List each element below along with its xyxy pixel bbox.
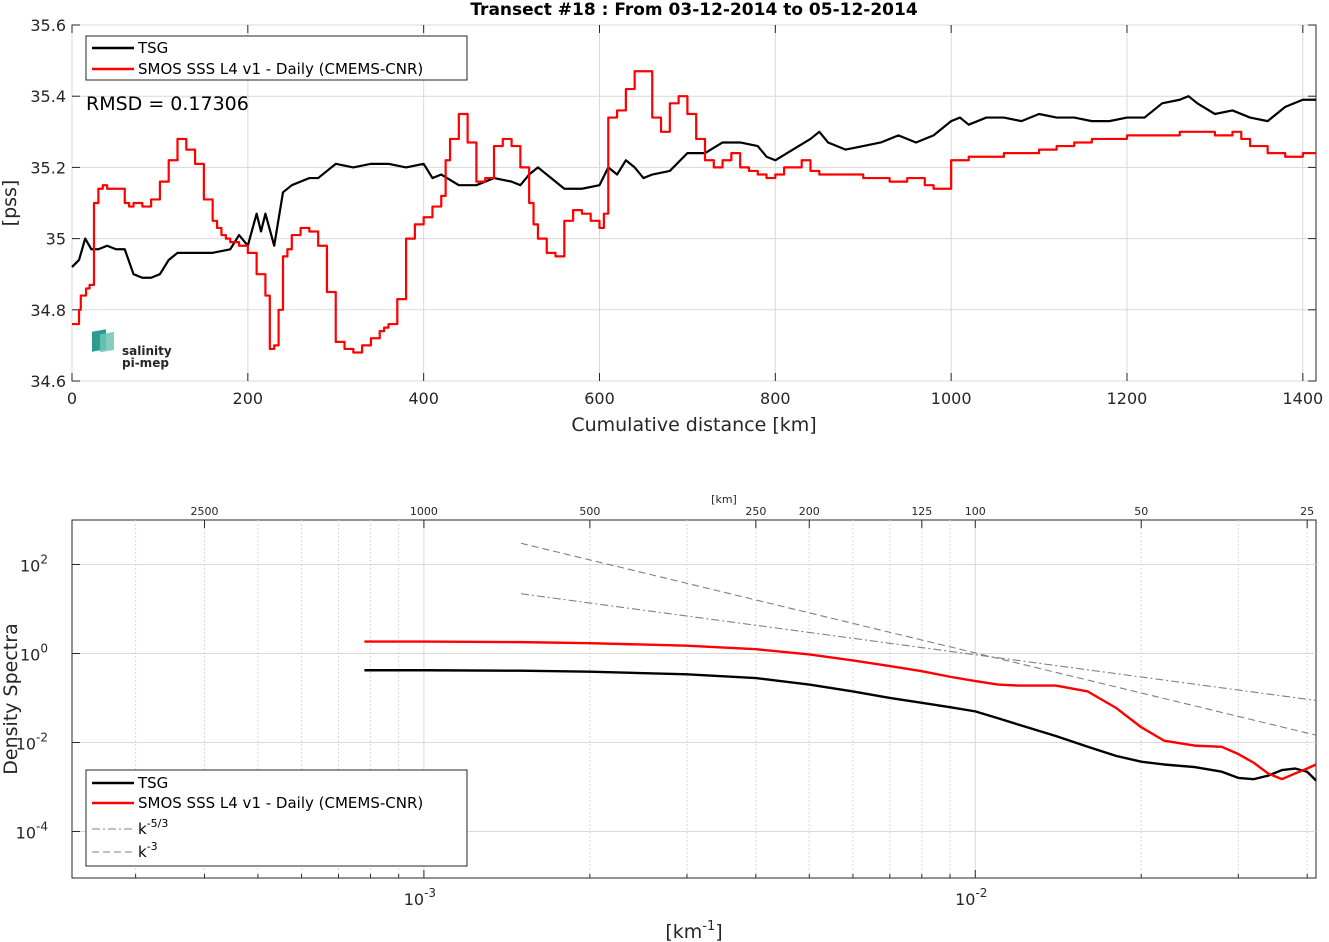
top-ytick-label: 34.6 xyxy=(30,372,66,391)
top-km-tick-label: 500 xyxy=(579,505,600,518)
bottom-ytick-label: 10-2 xyxy=(16,730,48,753)
top-ytick-label: 34.8 xyxy=(30,301,66,320)
slope-line-k3 xyxy=(520,542,1317,736)
legend-label-smos-spectrum: SMOS SSS L4 v1 - Daily (CMEMS-CNR) xyxy=(138,794,423,812)
top-xtick-label: 400 xyxy=(408,389,439,408)
top-xtick-label: 800 xyxy=(760,389,791,408)
top-xtick-label: 1000 xyxy=(931,389,972,408)
top-km-tick-label: 25 xyxy=(1300,505,1314,518)
legend-label-tsg-spectrum: TSG xyxy=(137,774,168,792)
top-xtick-label: 600 xyxy=(584,389,615,408)
salinity-transect-chart: 0 200 400 600 800 1000 1200 1400 34.6 34.8 35 35.2 3… xyxy=(0,0,1323,436)
chart-title: Transect #18 : From 03-12-2014 to 05-12-… xyxy=(470,0,918,20)
density-spectra-chart: 10-3 10-2 10-4 10-2 100 102 2500 1000 500 250 200 1… xyxy=(0,493,1317,942)
y-axis-label: [pss] xyxy=(0,180,21,227)
top-ytick-label: 35.6 xyxy=(30,16,66,35)
rmsd-annotation: RMSD = 0.17306 xyxy=(86,93,249,115)
top-km-tick-label: 100 xyxy=(965,505,986,518)
bottom-xtick-label: 10-2 xyxy=(955,886,987,909)
top-km-tick-label: 250 xyxy=(745,505,766,518)
spectrum-line-tsg xyxy=(364,669,1317,782)
legend-label-k3: k-3 xyxy=(138,840,158,861)
series-line-smos xyxy=(72,70,1316,354)
bottom-ticks: 10-3 10-2 10-4 10-2 100 102 2500 1000 500 250 200 1… xyxy=(16,505,1315,909)
top-km-tick-label: 125 xyxy=(911,505,932,518)
bottom-ytick-label: 10-4 xyxy=(16,819,48,842)
bottom-series-layer xyxy=(364,542,1317,782)
bottom-xtick-label: 10-3 xyxy=(404,886,436,909)
spectrum-line-smos xyxy=(364,640,1317,781)
top-km-tick-label: 2500 xyxy=(191,505,219,518)
bottom-ytick-label: 102 xyxy=(20,552,48,575)
slope-line-k53 xyxy=(520,593,1317,701)
top-ytick-label: 35.2 xyxy=(30,158,66,177)
top-legend-box xyxy=(85,35,468,81)
logo-text-salinity: salinity xyxy=(122,344,172,358)
top-ticks: 0 200 400 600 800 1000 1200 1400 34.6 34.8 35 35.2 3… xyxy=(30,16,1323,408)
top-series-layer xyxy=(71,70,1316,354)
logo-text-pimep: pi-mep xyxy=(122,356,169,370)
legend-label-smos: SMOS SSS L4 v1 - Daily (CMEMS-CNR) xyxy=(138,60,423,78)
top-xtick-label: 200 xyxy=(233,389,264,408)
top-xtick-label: 1200 xyxy=(1107,389,1148,408)
bottom-ytick-label: 100 xyxy=(20,641,48,664)
bottom-x-axis-label: [km-1] xyxy=(665,919,722,942)
legend-label-k53: k-5/3 xyxy=(138,817,168,838)
logo-mark-2 xyxy=(100,331,114,353)
top-km-tick-label: 1000 xyxy=(410,505,438,518)
x-axis-label: Cumulative distance [km] xyxy=(571,414,816,436)
bottom-legend-box xyxy=(85,769,468,867)
top-xtick-label: 0 xyxy=(67,389,77,408)
top-legend: TSG SMOS SSS L4 v1 - Daily (CMEMS-CNR) xyxy=(85,35,468,81)
top-ytick-label: 35 xyxy=(46,230,66,249)
pimep-logo: salinity pi-mep xyxy=(92,329,172,370)
top-xtick-label: 1400 xyxy=(1282,389,1323,408)
legend-label-tsg: TSG xyxy=(137,39,168,57)
top-ytick-label: 35.4 xyxy=(30,87,66,106)
top-km-tick-label: 200 xyxy=(799,505,820,518)
bottom-y-axis-label: Density Spectra xyxy=(0,623,22,774)
top-km-tick-label: 50 xyxy=(1134,505,1148,518)
top-axis-label: [km] xyxy=(711,493,737,506)
bottom-legend: TSG SMOS SSS L4 v1 - Daily (CMEMS-CNR) k… xyxy=(85,769,468,867)
